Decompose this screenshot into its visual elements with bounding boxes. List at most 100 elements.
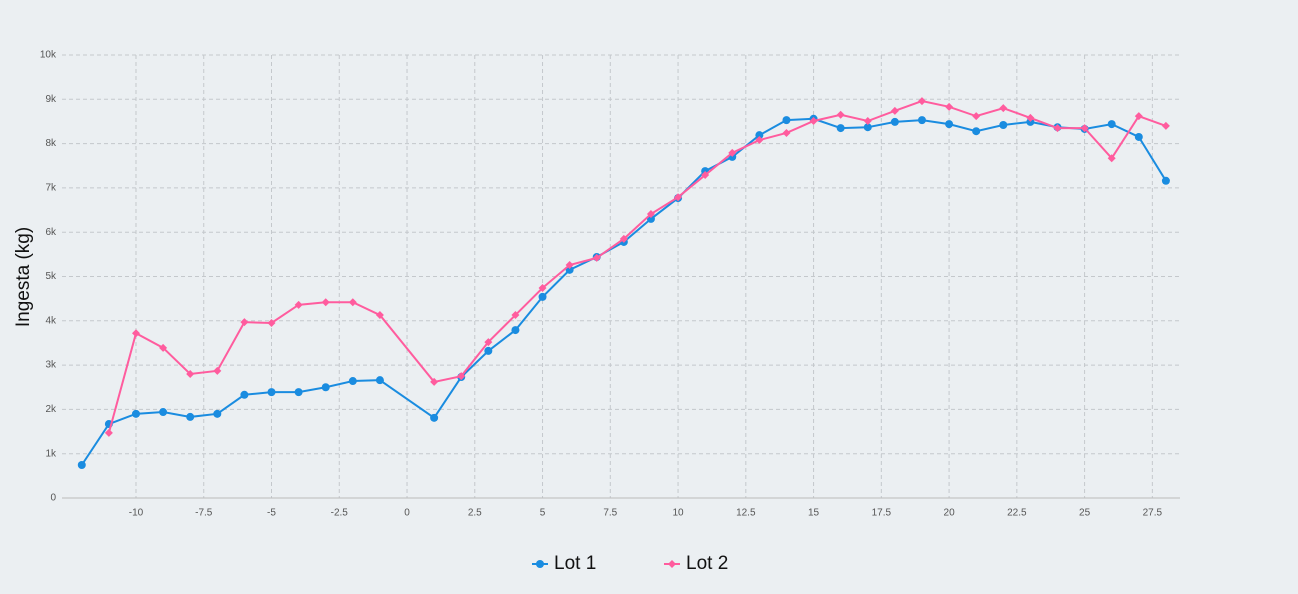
data-point bbox=[917, 97, 926, 106]
y-tick-label: 1k bbox=[45, 448, 57, 459]
data-point bbox=[186, 412, 195, 421]
data-point bbox=[999, 104, 1008, 113]
x-tick-label: 17.5 bbox=[872, 508, 892, 519]
x-tick-label: 7.5 bbox=[603, 508, 617, 519]
data-point bbox=[890, 117, 899, 126]
x-tick-label: -2.5 bbox=[331, 508, 349, 519]
data-point bbox=[457, 372, 466, 381]
data-point bbox=[863, 123, 872, 132]
data-point bbox=[511, 326, 520, 335]
data-point bbox=[538, 284, 547, 293]
data-point bbox=[267, 319, 276, 328]
data-point bbox=[782, 128, 791, 137]
data-point bbox=[674, 193, 683, 202]
data-point bbox=[104, 428, 113, 437]
data-point bbox=[538, 292, 547, 301]
legend-marker bbox=[668, 560, 676, 568]
legend-label[interactable]: Lot 1 bbox=[554, 553, 596, 574]
data-point bbox=[77, 460, 86, 469]
y-tick-label: 5k bbox=[45, 271, 57, 282]
x-tick-label: -5 bbox=[267, 508, 276, 519]
data-point bbox=[1080, 124, 1089, 133]
data-point bbox=[321, 383, 330, 392]
y-tick-label: 2k bbox=[45, 404, 57, 415]
data-point bbox=[131, 329, 140, 338]
series-line bbox=[80, 117, 1167, 466]
data-point bbox=[755, 131, 764, 140]
data-point bbox=[945, 120, 954, 129]
data-point bbox=[1107, 154, 1116, 163]
data-point bbox=[1161, 121, 1170, 130]
data-point bbox=[972, 127, 981, 136]
data-point bbox=[836, 110, 845, 119]
data-point bbox=[565, 260, 574, 269]
data-point bbox=[1161, 176, 1170, 185]
data-point bbox=[1053, 124, 1062, 133]
data-point bbox=[321, 298, 330, 307]
data-point bbox=[646, 210, 655, 219]
data-point bbox=[619, 234, 628, 243]
x-tick-label: 25 bbox=[1079, 508, 1091, 519]
data-point bbox=[240, 318, 249, 327]
data-point bbox=[782, 116, 791, 125]
x-tick-label: -7.5 bbox=[195, 508, 213, 519]
data-point bbox=[375, 311, 384, 320]
y-tick-label: 7k bbox=[45, 183, 57, 194]
x-tick-label: 5 bbox=[540, 508, 546, 519]
x-tick-label: 27.5 bbox=[1143, 508, 1163, 519]
data-point bbox=[348, 377, 357, 386]
data-point bbox=[484, 338, 493, 347]
data-point bbox=[430, 413, 439, 422]
data-point bbox=[294, 388, 303, 397]
data-point bbox=[1134, 112, 1143, 121]
x-tick-label: 12.5 bbox=[736, 508, 756, 519]
y-axis-title: Ingesta (kg) bbox=[13, 227, 34, 327]
data-point bbox=[728, 148, 737, 157]
data-point bbox=[999, 120, 1008, 129]
data-point bbox=[294, 300, 303, 309]
data-point bbox=[267, 388, 276, 397]
x-tick-label: 20 bbox=[944, 508, 956, 519]
data-point bbox=[159, 408, 168, 417]
data-point bbox=[809, 117, 818, 126]
data-point bbox=[213, 366, 222, 375]
data-point bbox=[375, 376, 384, 385]
data-point bbox=[917, 116, 926, 125]
y-tick-label: 3k bbox=[45, 360, 57, 371]
data-point bbox=[511, 311, 520, 320]
data-point bbox=[430, 377, 439, 386]
y-tick-label: 10k bbox=[40, 50, 57, 61]
y-tick-label: 4k bbox=[45, 315, 57, 326]
data-point bbox=[890, 106, 899, 115]
data-point bbox=[972, 112, 981, 121]
x-tick-label: 0 bbox=[404, 508, 410, 519]
data-point bbox=[1134, 132, 1143, 141]
data-point bbox=[755, 136, 764, 145]
data-point bbox=[186, 369, 195, 378]
x-tick-label: 15 bbox=[808, 508, 820, 519]
y-tick-label: 9k bbox=[45, 94, 57, 105]
y-tick-label: 0 bbox=[50, 493, 56, 504]
x-tick-label: -10 bbox=[129, 508, 144, 519]
data-point bbox=[836, 124, 845, 133]
x-tick-label: 22.5 bbox=[1007, 508, 1027, 519]
data-point bbox=[484, 346, 493, 355]
data-point bbox=[159, 343, 168, 352]
data-point bbox=[1026, 113, 1035, 122]
legend-label[interactable]: Lot 2 bbox=[686, 553, 728, 574]
data-point bbox=[213, 409, 222, 418]
legend-marker bbox=[536, 560, 544, 568]
data-point bbox=[348, 298, 357, 307]
data-point bbox=[240, 390, 249, 399]
data-point bbox=[131, 409, 140, 418]
y-tick-label: 8k bbox=[45, 138, 57, 149]
x-tick-label: 10 bbox=[672, 508, 684, 519]
data-point bbox=[945, 102, 954, 111]
data-point bbox=[863, 117, 872, 126]
data-point bbox=[701, 171, 710, 180]
data-point bbox=[1107, 120, 1116, 129]
x-tick-label: 2.5 bbox=[468, 508, 482, 519]
y-tick-label: 6k bbox=[45, 227, 57, 238]
